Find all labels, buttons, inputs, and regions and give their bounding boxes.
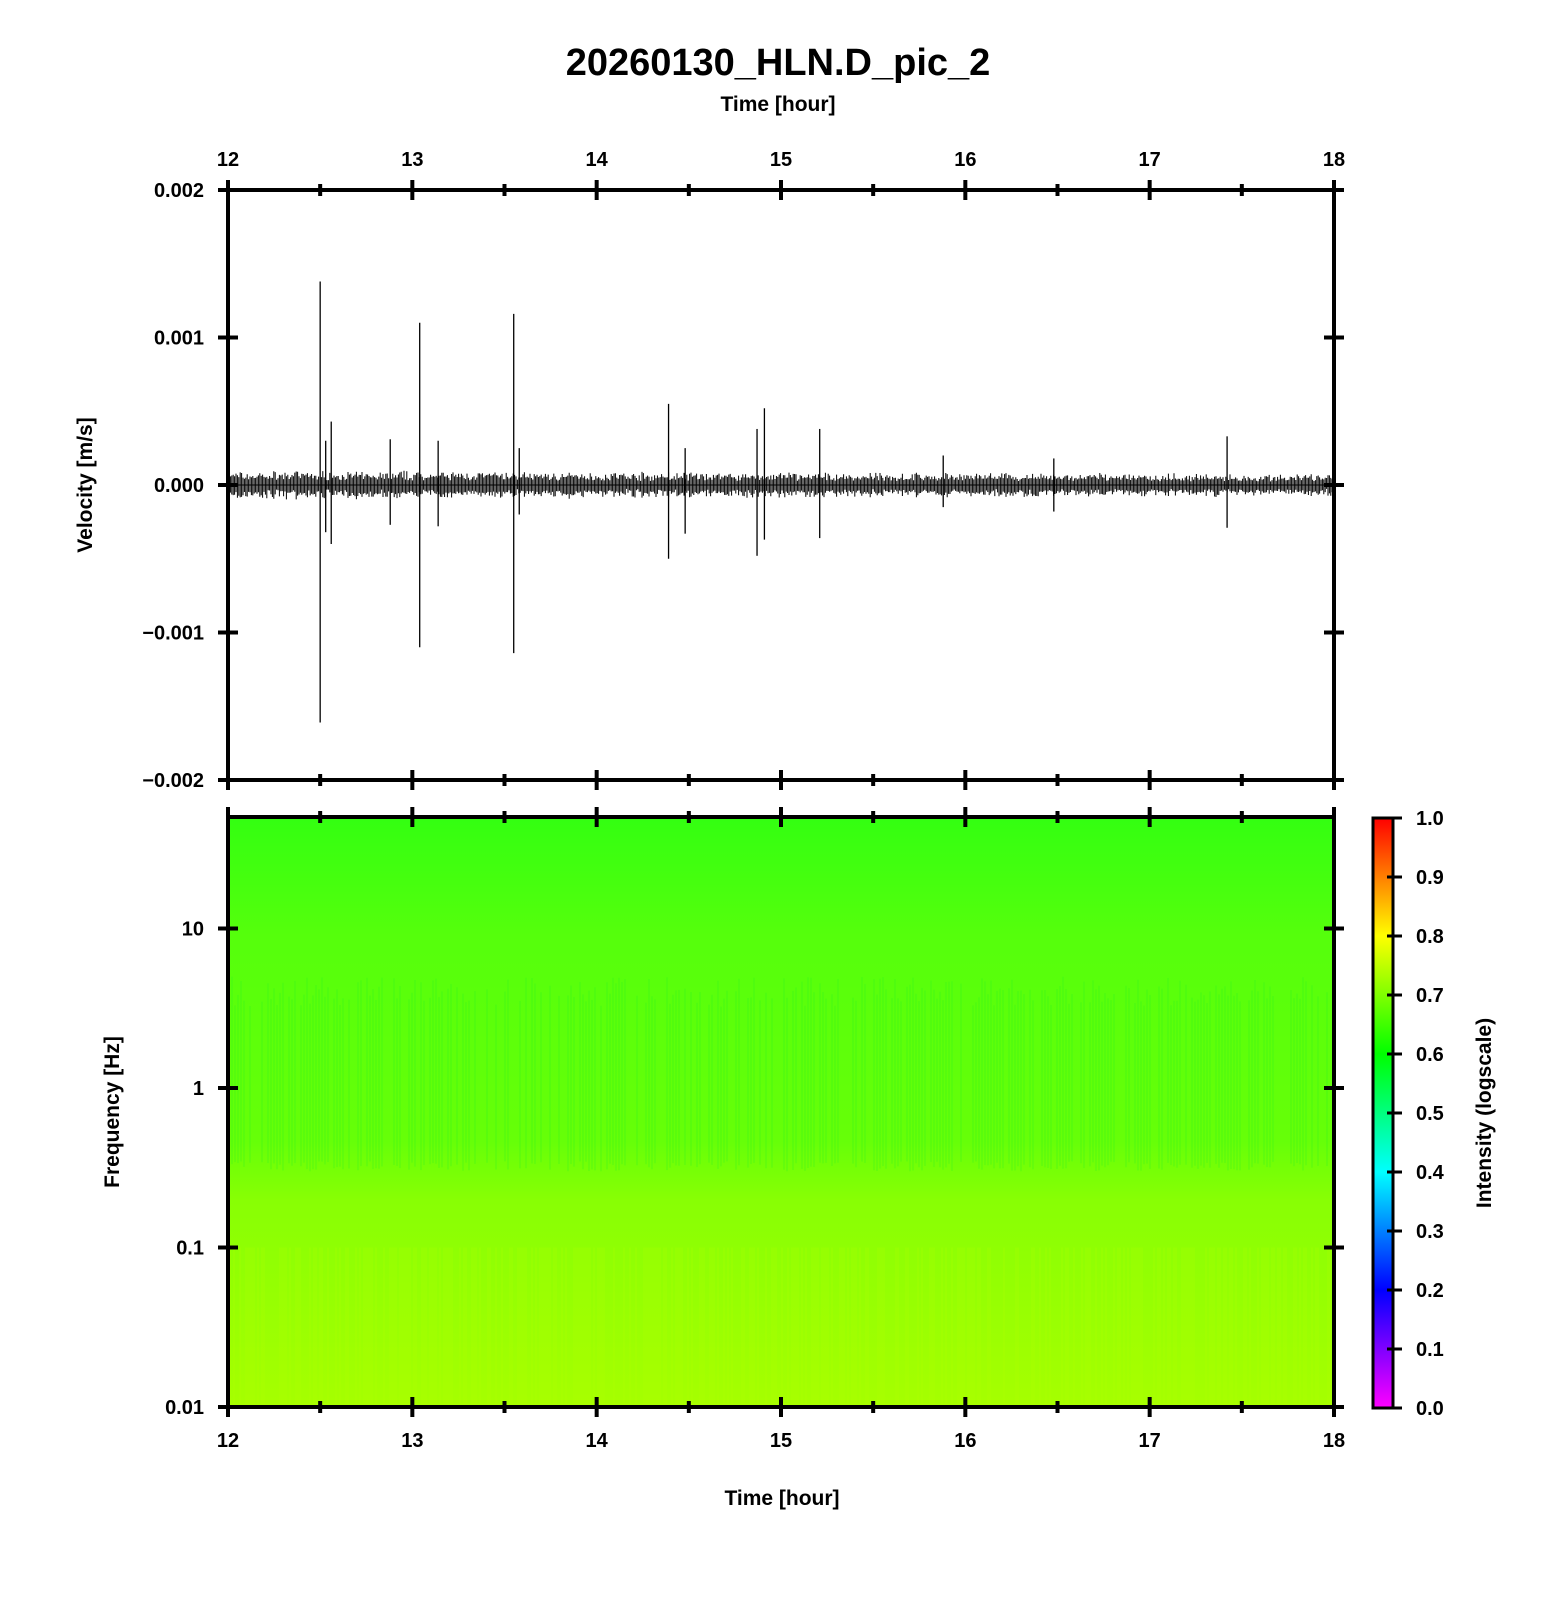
waveform-y-tick-label: 0.002 <box>154 180 204 202</box>
waveform-y-tick-label: −0.002 <box>142 770 204 792</box>
colorbar-label: Intensity (logscale) <box>1473 1018 1496 1208</box>
colorbar-tick-label: 0.3 <box>1416 1221 1444 1243</box>
spectrogram-x-tick-label: 15 <box>770 1430 792 1452</box>
spectrogram-x-tick-label: 12 <box>217 1430 239 1452</box>
waveform-trace <box>228 281 1334 722</box>
spectrogram-y-axis-label: Frequency [Hz] <box>101 1036 124 1188</box>
waveform-x-tick-label: 17 <box>1139 149 1161 171</box>
spectrogram-y-tick-label: 0.01 <box>165 1397 204 1419</box>
spectrogram-x-tick-label: 13 <box>401 1430 423 1452</box>
waveform-y-axis-label: Velocity [m/s] <box>74 417 97 552</box>
waveform-x-tick-label: 14 <box>586 149 609 171</box>
chart-title: 20260130_HLN.D_pic_2 <box>566 42 991 84</box>
waveform-y-tick-label: −0.001 <box>142 623 204 645</box>
waveform-x-tick-label: 15 <box>770 149 792 171</box>
spectrogram-x-tick-label: 17 <box>1139 1430 1161 1452</box>
spectrogram-x-tick-label: 16 <box>954 1430 976 1452</box>
colorbar-tick-label: 1.0 <box>1416 808 1444 830</box>
waveform-x-tick-label: 13 <box>401 149 423 171</box>
spectrogram-x-tick-label: 14 <box>586 1430 609 1452</box>
colorbar: 0.0 0.1 0.2 0.3 0.4 0.5 0.6 0.7 0.8 0.9 1.0 Intens… <box>1373 808 1496 1420</box>
colorbar-tick-label: 0.5 <box>1416 1103 1444 1125</box>
spectrogram-y-tick-label: 10 <box>182 918 204 940</box>
colorbar-tick-label: 0.1 <box>1416 1339 1444 1361</box>
colorbar-ticks: 0.0 0.1 0.2 0.3 0.4 0.5 0.6 0.7 0.8 0.9 1.0 <box>1387 808 1445 1420</box>
spectrogram-y-tick-label: 1 <box>193 1078 204 1100</box>
colorbar-tick-label: 0.8 <box>1416 926 1444 948</box>
waveform-x-tick-label: 12 <box>217 149 239 171</box>
waveform-panel: 12 13 14 15 16 17 18 −0.002 −0.001 0.000 0.001 0.00… <box>74 149 1345 792</box>
colorbar-tick-label: 0.2 <box>1416 1280 1444 1302</box>
colorbar-tick-label: 0.9 <box>1416 867 1444 889</box>
bottom-x-axis-label: Time [hour] <box>724 1487 839 1510</box>
spectrogram-y-tick-label: 0.1 <box>176 1237 204 1259</box>
colorbar-tick-label: 0.4 <box>1416 1162 1445 1184</box>
colorbar-tick-label: 0.6 <box>1416 1044 1444 1066</box>
waveform-y-tick-label: 0.001 <box>154 328 204 350</box>
waveform-x-tick-label: 16 <box>954 149 976 171</box>
colorbar-tick-label: 0.0 <box>1416 1398 1444 1420</box>
waveform-x-tick-label: 18 <box>1323 149 1345 171</box>
top-x-axis-label: Time [hour] <box>720 93 835 116</box>
spectrogram-x-tick-label: 18 <box>1323 1430 1345 1452</box>
colorbar-tick-label: 0.7 <box>1416 985 1444 1007</box>
waveform-ticks: 12 13 14 15 16 17 18 −0.002 −0.001 0.000 0.001 0.00… <box>142 149 1345 792</box>
waveform-y-tick-label: 0.000 <box>154 475 204 497</box>
